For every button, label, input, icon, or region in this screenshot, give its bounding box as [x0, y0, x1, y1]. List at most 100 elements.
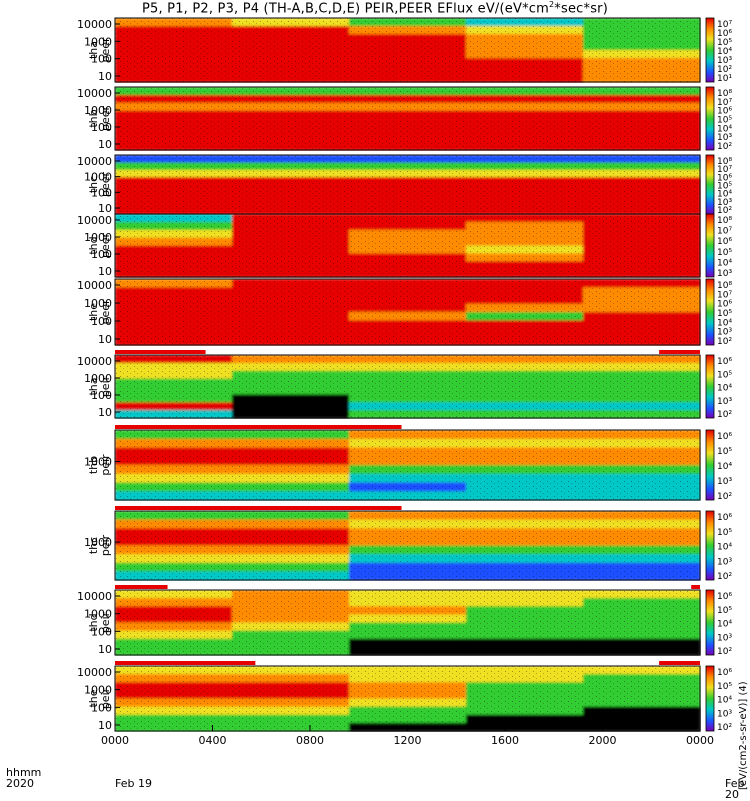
- xtick-label: 0000: [686, 734, 714, 747]
- species-label: peir: [99, 534, 112, 556]
- status-bar-segment: [115, 350, 206, 354]
- title-sup: 2: [548, 0, 555, 9]
- ytick-label: 100: [91, 186, 112, 199]
- panel-label-thb_peir: thbpeir: [87, 454, 112, 476]
- colorbar-tick-label: 10⁴: [717, 696, 732, 706]
- panel-frame: [114, 278, 701, 346]
- colorbar-tick-label: 10⁵: [717, 606, 732, 616]
- ytick-label: 10: [98, 643, 112, 656]
- colorbar-tick-label: 10²: [717, 492, 732, 502]
- colorbar-tick-label: 10³: [717, 557, 732, 567]
- probe-label: thc: [87, 176, 100, 193]
- xtick-label: 1600: [491, 734, 519, 747]
- status-bar-segment: [167, 585, 692, 589]
- ytick-label: 10000: [77, 214, 112, 227]
- species-label: peer: [99, 37, 112, 63]
- species-label: peer: [99, 233, 112, 259]
- ytick-label: 10: [98, 719, 112, 732]
- colorbar-tick-label: 10⁸: [717, 216, 732, 226]
- noise-overlay: [115, 430, 700, 500]
- ytick-label: 10000: [77, 355, 112, 368]
- ytick-label: 1000: [84, 104, 112, 117]
- probe-label: thd: [87, 613, 100, 631]
- title-tail: *sec*sr): [554, 1, 608, 17]
- colorbar-tick-label: 10³: [717, 397, 732, 407]
- colorbar-tick-label: 10⁶: [717, 173, 732, 183]
- colorbar-tick-label: 10⁵: [717, 182, 732, 192]
- colorbar-thb_peer: [705, 86, 715, 151]
- noise-overlay: [115, 155, 700, 214]
- colorbar-tick-label: 10⁴: [717, 384, 732, 394]
- xtick-label: 0400: [199, 734, 227, 747]
- noise-overlay: [115, 18, 700, 82]
- colorbar-tick-label: 10²: [717, 410, 732, 420]
- status-bar-segment: [401, 425, 700, 429]
- ytick-label: 1000: [84, 171, 112, 184]
- ytick-label: 10: [98, 406, 112, 419]
- colorbar-tick-label: 10³: [717, 477, 732, 487]
- ytick-label: 100: [91, 121, 112, 134]
- colorbar-tick-label: 10⁸: [717, 281, 732, 291]
- panel-label-the_peer: thepeer: [87, 299, 112, 325]
- colorbar-tick-label: 10⁶: [717, 29, 732, 39]
- colorbar-tick-label: 10⁶: [717, 107, 732, 117]
- status-bar-segment: [659, 350, 700, 354]
- panel-tha_peer: thapeer 10000 1000 100 10 10⁷10⁶10⁵10⁴10³10²1…: [77, 17, 732, 84]
- colorbar-tick-label: 10⁵: [717, 116, 732, 126]
- colorbar-tick-label: 10³: [717, 198, 732, 208]
- panel-the_peir: thepeir 10000 1000 100 10 10⁶ 10⁵ 10⁴ 10³ 10²: [77, 661, 732, 733]
- ytick-label: 100: [91, 315, 112, 328]
- ytick-label: 1000: [84, 684, 112, 697]
- status-bar-segment: [115, 506, 402, 510]
- noise-overlay: [115, 279, 700, 345]
- colorbar-the_peir: [705, 665, 715, 732]
- colorbar-tick-label: 10²: [717, 647, 732, 657]
- colorbar-tick-label: 10⁵: [717, 248, 732, 258]
- colorbar-tick-label: 10⁶: [717, 668, 732, 678]
- colorbar-tick-label: 10⁴: [717, 258, 732, 268]
- status-bar-segment: [205, 350, 660, 354]
- probe-label: thd: [87, 236, 100, 254]
- colorbar-tick-label: 10²: [717, 572, 732, 582]
- colorbar-tick-label: 10⁴: [717, 318, 732, 328]
- colorbar-tick-label: 10²: [717, 206, 732, 216]
- xtick-label: 2000: [589, 734, 617, 747]
- colorbar-thc_peer: [705, 154, 715, 215]
- ytick-label: 10000: [77, 18, 112, 31]
- ytick-label: 10000: [77, 590, 112, 603]
- colorbar-thd_peer: [705, 213, 715, 278]
- panel-label-tha_peir: thapeir: [87, 375, 112, 397]
- colorbar-tick-label: 10⁶: [717, 592, 732, 602]
- ytick-label: 100: [91, 53, 112, 66]
- panel-frame: [114, 429, 701, 501]
- probe-label: tha: [87, 41, 100, 59]
- panel-label-the_peir: thepeir: [87, 687, 112, 709]
- colorbar-tick-label: 10²: [717, 337, 732, 347]
- colorbar-tick-label: 10⁴: [717, 620, 732, 630]
- ytick-label: 10000: [77, 279, 112, 292]
- colorbar-tha_peer: [705, 17, 715, 83]
- colorbar-tick-label: 10⁵: [717, 682, 732, 692]
- colorbar-tick-label: 10⁷: [717, 20, 732, 30]
- colorbar-units-label: [eV/(cm2-s-sr-eV)] (4): [738, 681, 749, 790]
- colorbar-tick-label: 10⁷: [717, 165, 732, 175]
- colorbar-thd_peir: [705, 589, 715, 656]
- footer-date-start: Feb 19: [115, 777, 152, 790]
- colorbar-tick-label: 10⁵: [717, 38, 732, 48]
- ytick-label: 10: [98, 265, 112, 278]
- colorbar-tick-label: 10³: [717, 709, 732, 719]
- species-label: peir: [99, 611, 112, 633]
- panel-thc_peer: thcpeer 10000 1000 100 10 10⁸10⁷10⁶10⁵10⁴10³1…: [77, 154, 732, 216]
- title-main: P5, P1, P2, P3, P4 (TH-A,B,C,D,E) PEIR,P…: [142, 1, 549, 17]
- ytick-label: 1000: [84, 231, 112, 244]
- ytick-label: 100: [91, 389, 112, 402]
- probe-label: the: [87, 303, 100, 321]
- ytick-label: 1000: [84, 456, 112, 469]
- xtick-label: 0800: [296, 734, 324, 747]
- probe-label: thb: [87, 109, 100, 127]
- colorbar-tick-label: 10⁵: [717, 309, 732, 319]
- colorbar-tick-label: 10⁵: [717, 528, 732, 538]
